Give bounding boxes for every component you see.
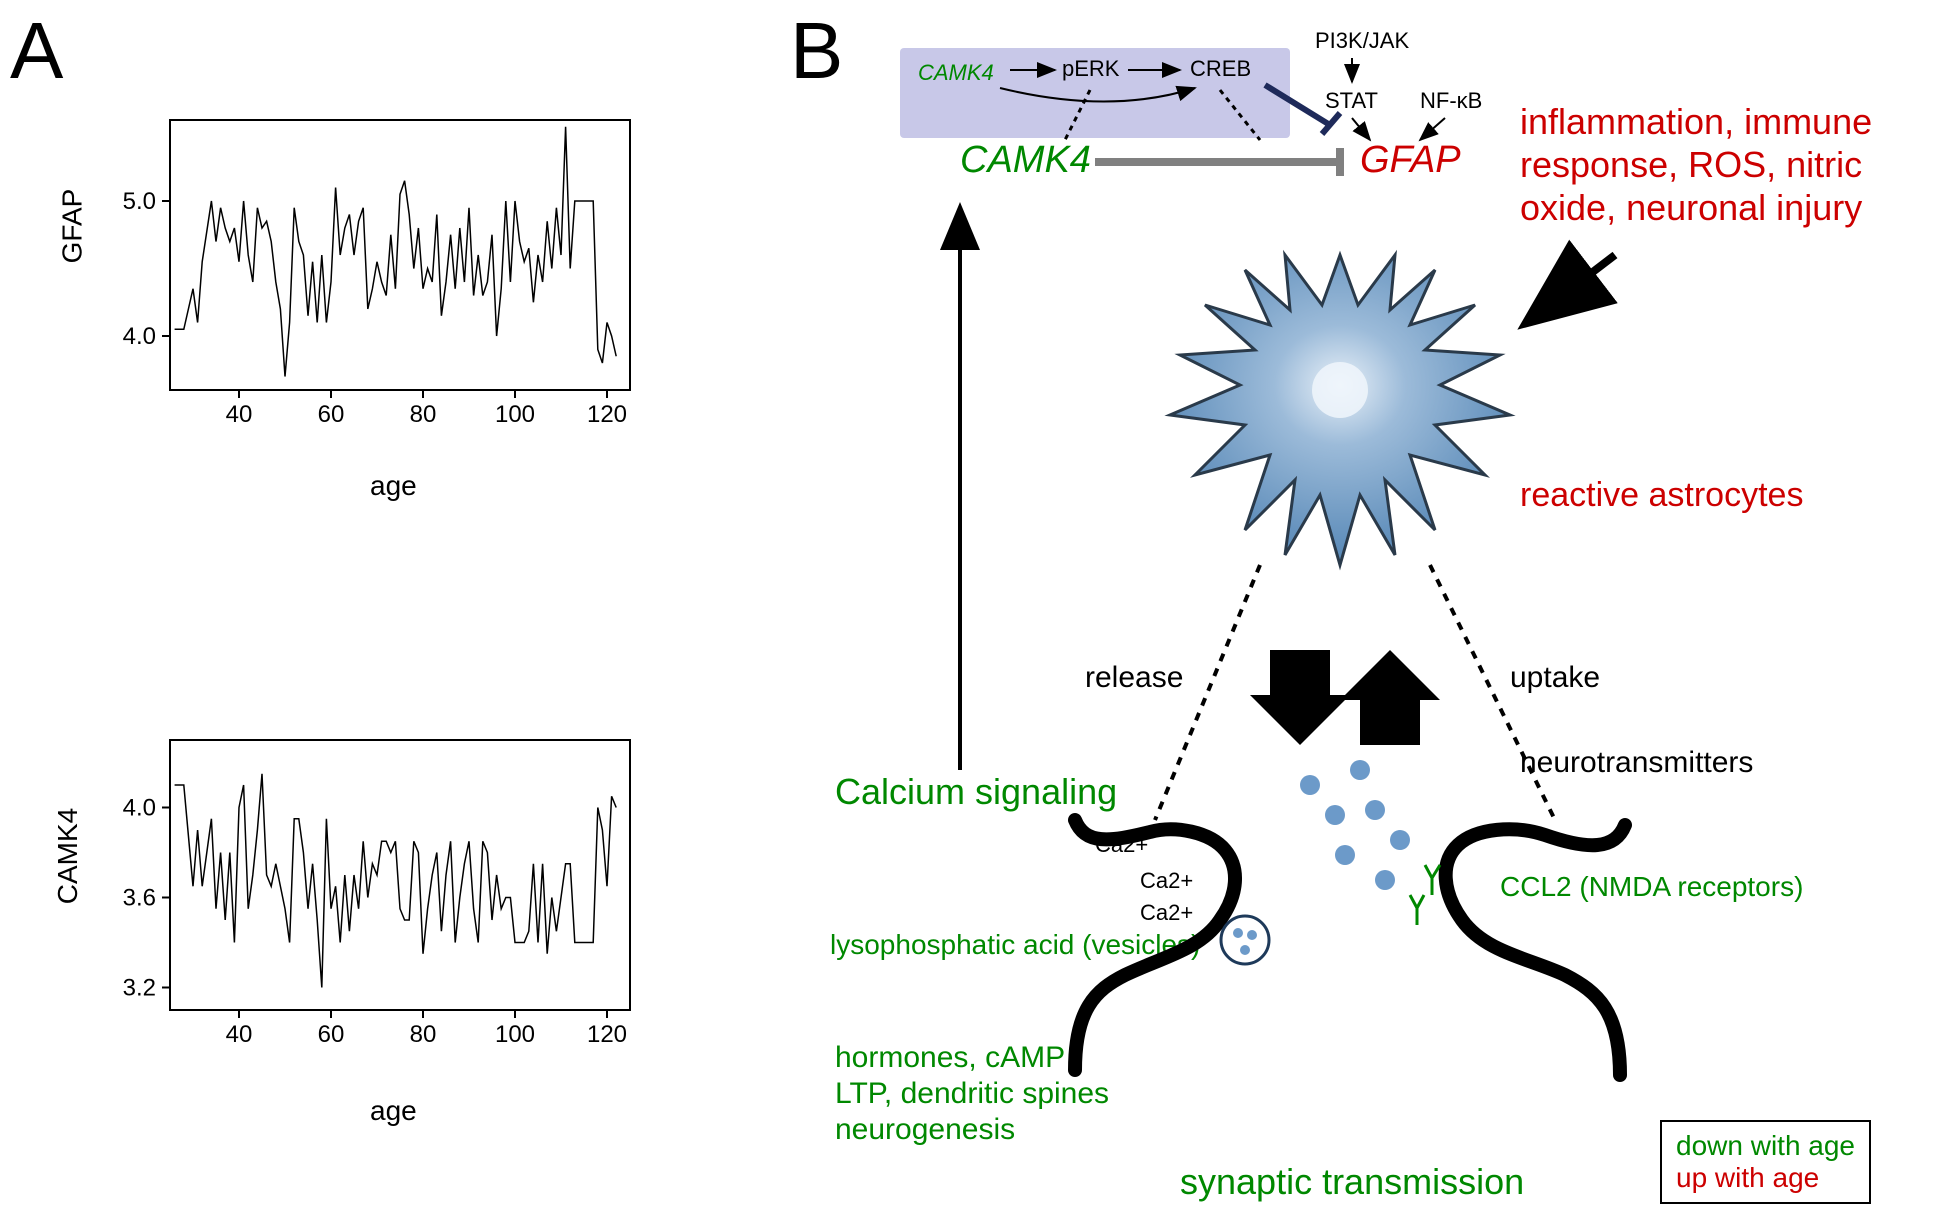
synaptic-label: synaptic transmission	[1180, 1160, 1524, 1203]
calcium-signaling-label: Calcium signaling	[835, 770, 1117, 813]
chart-camk4-ylabel: CAMK4	[52, 808, 84, 904]
chart-camk4: 40 60 80 100 120 3.2 3.6 4.0	[100, 720, 660, 1100]
svg-text:3.2: 3.2	[123, 975, 156, 1002]
svg-text:80: 80	[410, 1021, 437, 1048]
svg-text:60: 60	[318, 401, 345, 428]
ccl2-label: CCL2 (NMDA receptors)	[1500, 870, 1803, 904]
legend-down: down with age	[1676, 1130, 1855, 1162]
lysophosphatic-label: lysophosphatic acid (vesicles)	[830, 928, 1200, 962]
legend-up: up with age	[1676, 1162, 1855, 1194]
svg-text:4.0: 4.0	[123, 323, 156, 350]
uptake-label: uptake	[1510, 660, 1600, 696]
panel-b-label: B	[790, 5, 843, 97]
release-label: release	[1085, 660, 1183, 696]
chart-gfap: 40 60 80 100 120 4.0 5.0	[100, 100, 660, 480]
chart-gfap-svg: 40 60 80 100 120 4.0 5.0	[100, 100, 660, 480]
chart-camk4-svg: 40 60 80 100 120 3.2 3.6 4.0	[100, 720, 660, 1100]
chart-camk4-xlabel: age	[370, 1095, 417, 1127]
pathway-camk4: CAMK4	[918, 60, 994, 86]
svg-text:3.6: 3.6	[123, 885, 156, 912]
svg-text:100: 100	[495, 1021, 535, 1048]
svg-text:120: 120	[587, 1021, 627, 1048]
neurotransmitters-label: neurotransmitters	[1520, 745, 1753, 781]
pathway-creb: CREB	[1190, 56, 1251, 82]
svg-text:4.0: 4.0	[123, 795, 156, 822]
reactive-astrocytes-label: reactive astrocytes	[1520, 475, 1803, 516]
pathway-stat: STAT	[1325, 88, 1378, 114]
svg-text:40: 40	[226, 1021, 253, 1048]
ca2plus-1: Ca2+	[1095, 832, 1148, 858]
svg-text:5.0: 5.0	[123, 188, 156, 215]
chart-gfap-xlabel: age	[370, 470, 417, 502]
pathway-perk: pERK	[1062, 56, 1119, 82]
chart-gfap-ylabel: GFAP	[56, 189, 88, 264]
ca2plus-2: Ca2+	[1140, 868, 1193, 894]
panel-a-label: A	[10, 5, 63, 97]
svg-text:60: 60	[318, 1021, 345, 1048]
gfap-label: GFAP	[1360, 138, 1461, 184]
ca2plus-3: Ca2+	[1140, 900, 1193, 926]
svg-text:40: 40	[226, 401, 253, 428]
pathway-nfkb: NF-κB	[1420, 88, 1482, 114]
svg-text:120: 120	[587, 401, 627, 428]
inflammation-text: inflammation, immune response, ROS, nitr…	[1520, 100, 1872, 230]
svg-text:100: 100	[495, 401, 535, 428]
hormones-text: hormones, cAMP LTP, dendritic spines neu…	[835, 1040, 1109, 1148]
legend-box: down with age up with age	[1660, 1120, 1871, 1204]
camk4-big: CAMK4	[960, 138, 1091, 184]
svg-text:80: 80	[410, 401, 437, 428]
pathway-pi3k-jak: PI3K/JAK	[1315, 28, 1409, 54]
